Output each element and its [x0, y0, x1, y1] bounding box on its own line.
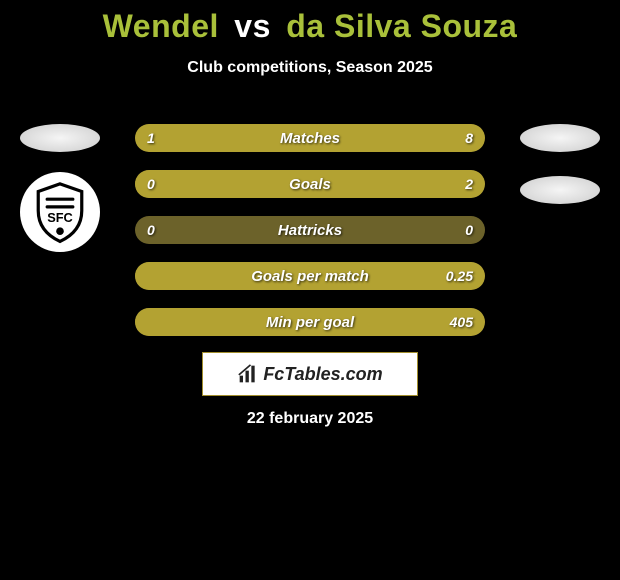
stat-label: Min per goal — [135, 308, 485, 336]
avatar-placeholder-icon — [20, 124, 100, 152]
stat-label: Matches — [135, 124, 485, 152]
stat-value-right: 405 — [450, 308, 473, 336]
stat-row: Min per goal405 — [135, 308, 485, 336]
comparison-bars: Matches18Goals02Hattricks00Goals per mat… — [135, 124, 485, 354]
svg-text:SFC: SFC — [47, 210, 73, 225]
stat-value-left: 0 — [147, 170, 155, 198]
title-vs: vs — [234, 8, 271, 44]
title-player1: Wendel — [103, 8, 219, 44]
santos-fc-icon: SFC — [28, 180, 92, 244]
stat-row: Hattricks0 0 — [135, 216, 485, 244]
subtitle: Club competitions, Season 2025 — [0, 59, 620, 77]
stat-value-left: 1 — [147, 124, 155, 152]
title-player2: da Silva Souza — [286, 8, 517, 44]
stat-value-right: 2 — [465, 170, 473, 198]
stat-label: Goals — [135, 170, 485, 198]
brand-box: FcTables.com — [202, 352, 418, 396]
stat-value-right: 0 — [465, 216, 473, 244]
club-badge-left: SFC — [20, 172, 100, 252]
stat-label: Hattricks — [135, 216, 485, 244]
stat-value-right: 8 — [465, 124, 473, 152]
player-left-slot: SFC — [10, 124, 110, 252]
stat-label: Goals per match — [135, 262, 485, 290]
club-badge-placeholder-icon — [520, 176, 600, 204]
stat-row: Goals per match0.25 — [135, 262, 485, 290]
footer-date: 22 february 2025 — [0, 410, 620, 428]
page-title: Wendel vs da Silva Souza — [0, 0, 620, 45]
stat-value-left: 0 — [147, 216, 155, 244]
stat-row: Matches1 8 — [135, 124, 485, 152]
bar-chart-icon — [237, 364, 259, 384]
stat-row: Goals0 2 — [135, 170, 485, 198]
stat-value-right: 0.25 — [446, 262, 473, 290]
avatar-placeholder-icon — [520, 124, 600, 152]
player-right-slot — [510, 124, 610, 204]
brand-text: FcTables.com — [263, 364, 382, 385]
